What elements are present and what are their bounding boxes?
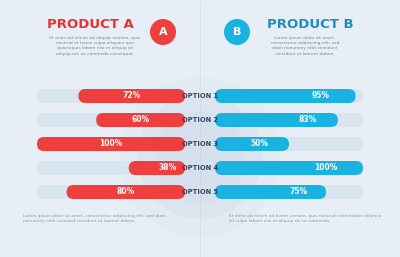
- FancyBboxPatch shape: [37, 161, 185, 175]
- Text: Lorem ipsum dolor sit amet, consectetur adipiscing elit, sed diam
nonummy nibh e: Lorem ipsum dolor sit amet, consectetur …: [24, 214, 166, 223]
- Text: 80%: 80%: [117, 188, 135, 197]
- FancyBboxPatch shape: [215, 137, 363, 151]
- Text: 72%: 72%: [122, 91, 141, 100]
- Text: 100%: 100%: [314, 163, 338, 172]
- Circle shape: [154, 111, 246, 203]
- Text: 50%: 50%: [250, 140, 268, 149]
- Text: OPTION 4: OPTION 4: [182, 165, 218, 171]
- FancyBboxPatch shape: [215, 89, 356, 103]
- Circle shape: [224, 19, 250, 45]
- FancyBboxPatch shape: [96, 113, 185, 127]
- FancyBboxPatch shape: [215, 161, 363, 175]
- FancyBboxPatch shape: [37, 137, 185, 151]
- FancyBboxPatch shape: [129, 161, 185, 175]
- Circle shape: [150, 19, 176, 45]
- FancyBboxPatch shape: [37, 185, 185, 199]
- FancyBboxPatch shape: [215, 137, 289, 151]
- Text: 60%: 60%: [132, 115, 150, 124]
- Text: PRODUCT A: PRODUCT A: [47, 18, 133, 31]
- Text: B: B: [233, 27, 241, 37]
- FancyBboxPatch shape: [215, 113, 338, 127]
- FancyBboxPatch shape: [37, 113, 185, 127]
- Text: 95%: 95%: [312, 91, 330, 100]
- FancyBboxPatch shape: [66, 185, 185, 199]
- Circle shape: [120, 77, 280, 237]
- FancyBboxPatch shape: [215, 185, 363, 199]
- FancyBboxPatch shape: [215, 161, 363, 175]
- Circle shape: [138, 95, 262, 219]
- Text: PRODUCT B: PRODUCT B: [267, 18, 353, 31]
- Text: OPTION 1: OPTION 1: [182, 93, 218, 99]
- FancyBboxPatch shape: [215, 89, 363, 103]
- Text: OPTION 3: OPTION 3: [182, 141, 218, 147]
- Text: 38%: 38%: [159, 163, 177, 172]
- Text: 75%: 75%: [289, 188, 307, 197]
- Text: Et enim ad minim ad lorem veniam, quis nostrud exercitation ullamco
sit culpa la: Et enim ad minim ad lorem veniam, quis n…: [229, 214, 381, 223]
- FancyBboxPatch shape: [215, 113, 363, 127]
- Text: Lorem ipsum dolor sit amet,
consectetur adipiscing elit, sed
diam nonummy nibh t: Lorem ipsum dolor sit amet, consectetur …: [271, 36, 339, 56]
- Text: 100%: 100%: [99, 140, 123, 149]
- Text: Ut enim ad minim ad aliquip veniam, quis
nostrud et lorem culpa aliquam que
quae: Ut enim ad minim ad aliquip veniam, quis…: [49, 36, 141, 56]
- Text: 83%: 83%: [298, 115, 316, 124]
- Text: OPTION 5: OPTION 5: [182, 189, 218, 195]
- FancyBboxPatch shape: [215, 185, 326, 199]
- FancyBboxPatch shape: [37, 89, 185, 103]
- FancyBboxPatch shape: [78, 89, 185, 103]
- Text: A: A: [159, 27, 167, 37]
- Text: OPTION 2: OPTION 2: [182, 117, 218, 123]
- FancyBboxPatch shape: [37, 137, 185, 151]
